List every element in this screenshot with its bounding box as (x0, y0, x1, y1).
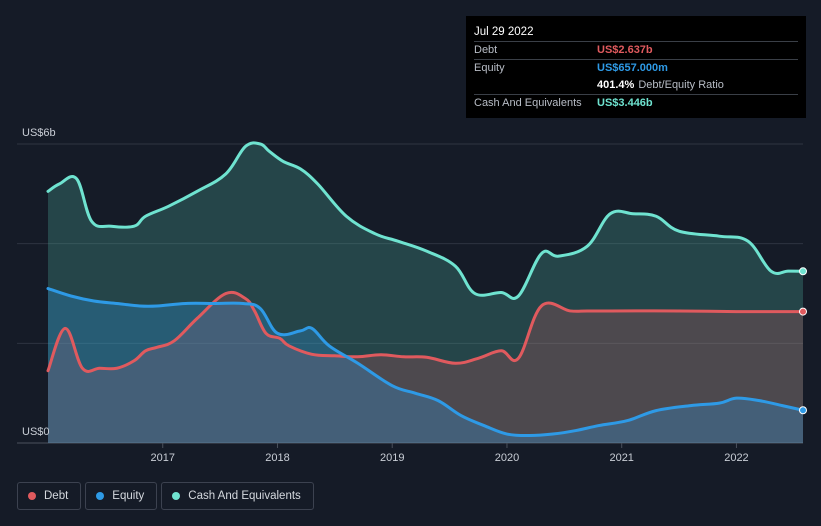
area-cash-and-equivalents (48, 142, 803, 443)
tooltip-debt-label: Debt (474, 44, 498, 56)
legend: Debt Equity Cash And Equivalents (17, 482, 314, 510)
legend-item-debt[interactable]: Debt (17, 482, 82, 510)
x-tick-label: 2021 (609, 452, 633, 464)
line-cash-and-equivalents (46, 141, 805, 300)
tooltip-panel: Jul 29 2022 Debt US$2.637b Equity US$657… (466, 16, 806, 118)
legend-dot-cash (172, 492, 181, 500)
tooltip-equity-label: Equity (474, 62, 505, 74)
end-marker-equity (799, 406, 807, 415)
series-lines (46, 141, 805, 438)
end-marker-cash-and-equivalents (799, 267, 807, 276)
series-areas (48, 142, 803, 443)
tooltip-row-ratio: 401.4% Debt/Equity Ratio (474, 77, 798, 94)
tooltip-ratio-label: Debt/Equity Ratio (638, 79, 724, 91)
x-axis-ticks: 2017 2018 2019 2020 2021 2022 (150, 443, 749, 464)
legend-item-equity[interactable]: Equity (85, 482, 158, 510)
tooltip-ratio-value: 401.4% (597, 79, 635, 91)
end-marker-debt (799, 307, 807, 316)
tooltip-debt-value: US$2.637b (597, 44, 653, 56)
tooltip-row-cash: Cash And Equivalents US$3.446b (474, 94, 798, 112)
legend-label-debt: Debt (44, 490, 69, 502)
series-end-markers (799, 267, 807, 415)
legend-label-cash: Cash And Equivalents (188, 490, 301, 502)
area-debt (48, 292, 803, 443)
line-equity (46, 287, 805, 438)
tooltip-date: Jul 29 2022 (474, 26, 534, 38)
legend-dot-equity (96, 492, 105, 500)
tooltip-cash-value: US$3.446b (597, 97, 653, 109)
x-tick-label: 2022 (724, 452, 748, 464)
tooltip-row-debt: Debt US$2.637b (474, 41, 798, 59)
y-axis-label-bottom: US$0 (22, 426, 50, 438)
area-equity (48, 288, 803, 443)
x-tick-label: 2018 (265, 452, 289, 464)
legend-dot-debt (28, 492, 36, 500)
x-tick-label: 2020 (495, 452, 519, 464)
legend-item-cash[interactable]: Cash And Equivalents (161, 482, 314, 510)
line-debt (46, 290, 805, 373)
tooltip-cash-label: Cash And Equivalents (474, 97, 582, 109)
x-tick-label: 2017 (150, 452, 174, 464)
legend-label-equity: Equity (112, 490, 145, 502)
y-axis-label-top: US$6b (22, 127, 56, 139)
x-tick-label: 2019 (380, 452, 404, 464)
tooltip-equity-value: US$657.000m (597, 62, 668, 74)
tooltip-row-equity: Equity US$657.000m (474, 59, 798, 77)
